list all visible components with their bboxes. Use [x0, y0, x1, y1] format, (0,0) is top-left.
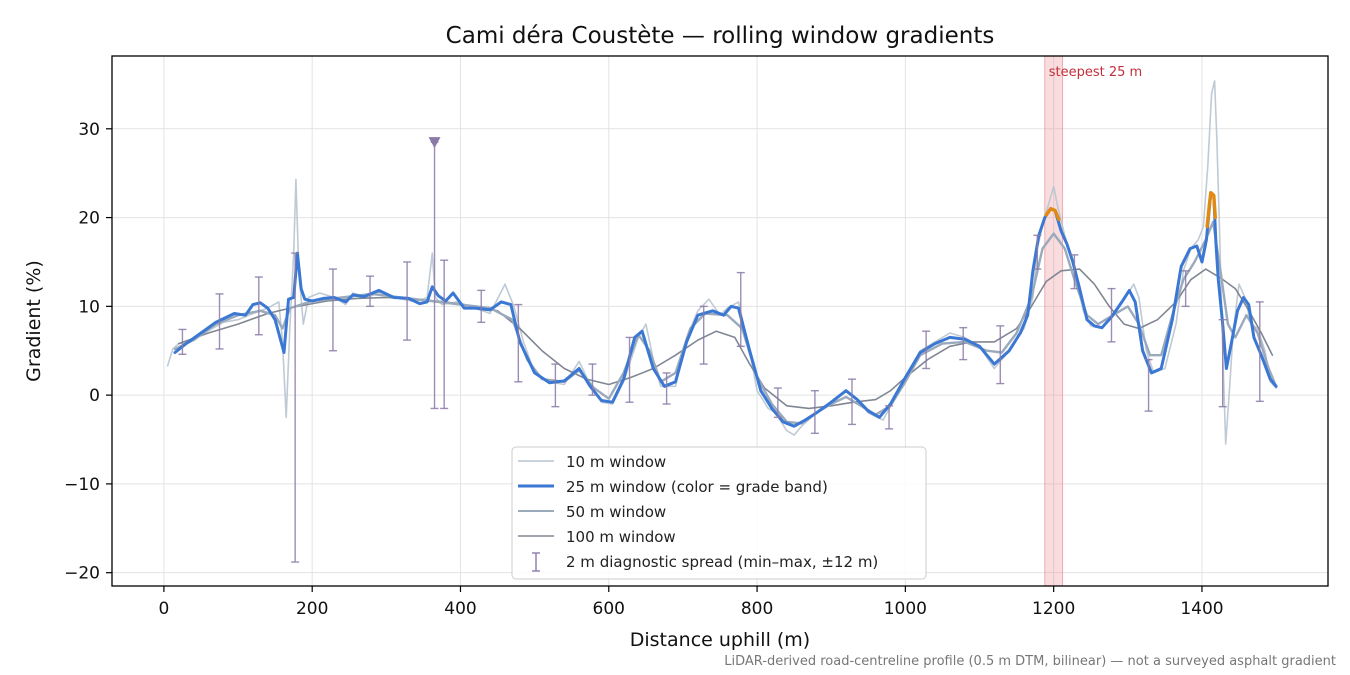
footnote: LiDAR-derived road-centreline profile (0…	[724, 654, 1336, 669]
legend: 10 m window 25 m window (color = grade b…	[511, 446, 927, 580]
legend-label-errorbar: 2 m diagnostic spread (min–max, ±12 m)	[566, 553, 878, 571]
clipped-outlier-marker	[428, 137, 441, 149]
series-lines	[166, 80, 1278, 445]
legend-label-25m: 25 m window (color = grade band)	[566, 478, 828, 496]
chart-title: Cami déra Coustète — rolling window grad…	[446, 23, 995, 49]
plot-area-frame	[111, 55, 1329, 587]
y-axis-label: Gradient (%)	[23, 260, 45, 382]
steep-segment	[1205, 191, 1217, 229]
y-tick-label: −10	[64, 475, 100, 495]
x-tick-label: 1400	[1180, 599, 1223, 619]
steep-segment	[1044, 207, 1061, 222]
x-tick-label: 0	[158, 599, 169, 619]
x-tick-label: 1200	[1032, 599, 1075, 619]
steepest-label: steepest 25 m	[1049, 65, 1142, 80]
legend-box	[511, 446, 927, 580]
legend-label-100m: 100 m window	[566, 528, 676, 546]
diagnostic-error-bars	[178, 141, 1264, 563]
x-tick-label: 600	[593, 599, 625, 619]
x-tick-label: 800	[741, 599, 773, 619]
legend-label-10m: 10 m window	[566, 453, 666, 471]
y-tick-label: 30	[78, 120, 100, 140]
legend-label-50m: 50 m window	[566, 503, 666, 521]
x-axis-label: Distance uphill (m)	[630, 629, 810, 651]
y-tick-label: 20	[78, 209, 100, 229]
series-line	[173, 191, 1278, 428]
steep-grade-segments	[1044, 191, 1217, 229]
legend-swatch-errorbar	[532, 552, 540, 572]
x-tick-label: 200	[296, 599, 328, 619]
y-tick-label: −20	[64, 564, 100, 584]
x-axis-ticks: 0 200 400 600 800 1000 1200 1400	[158, 586, 1224, 619]
y-tick-label: 10	[78, 297, 100, 317]
steepest-highlight-band	[1044, 55, 1064, 587]
y-axis-ticks: −20 −10 0 10 20 30	[64, 120, 112, 584]
x-tick-label: 400	[444, 599, 476, 619]
x-tick-label: 1000	[884, 599, 927, 619]
y-tick-label: 0	[89, 386, 100, 406]
